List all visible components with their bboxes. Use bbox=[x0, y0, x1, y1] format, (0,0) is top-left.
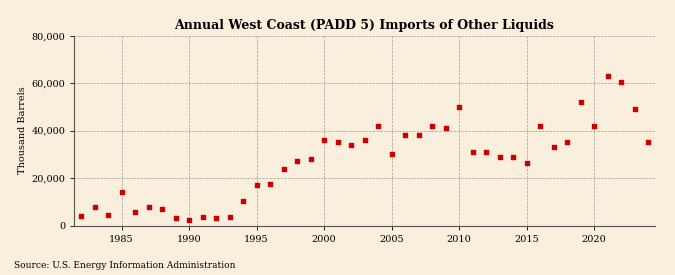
Point bbox=[292, 159, 302, 164]
Point bbox=[548, 145, 559, 149]
Point bbox=[62, 215, 73, 219]
Point bbox=[359, 138, 370, 142]
Point bbox=[157, 207, 167, 211]
Point bbox=[319, 138, 329, 142]
Point bbox=[629, 107, 640, 111]
Point bbox=[562, 140, 572, 145]
Point bbox=[103, 213, 113, 217]
Point bbox=[184, 217, 194, 222]
Point bbox=[305, 157, 316, 161]
Title: Annual West Coast (PADD 5) Imports of Other Liquids: Annual West Coast (PADD 5) Imports of Ot… bbox=[175, 19, 554, 32]
Point bbox=[481, 150, 491, 154]
Point bbox=[265, 182, 275, 186]
Point bbox=[143, 204, 154, 209]
Point bbox=[116, 190, 127, 194]
Text: Source: U.S. Energy Information Administration: Source: U.S. Energy Information Administ… bbox=[14, 260, 235, 270]
Point bbox=[332, 140, 343, 145]
Point bbox=[211, 216, 221, 221]
Point bbox=[643, 140, 653, 145]
Point bbox=[508, 155, 518, 159]
Point bbox=[76, 214, 86, 218]
Point bbox=[494, 155, 505, 159]
Point bbox=[400, 133, 410, 138]
Point bbox=[346, 143, 356, 147]
Point bbox=[251, 183, 262, 187]
Point bbox=[521, 160, 532, 165]
Point bbox=[413, 133, 424, 138]
Point bbox=[602, 74, 613, 78]
Point bbox=[238, 198, 248, 203]
Point bbox=[89, 204, 100, 209]
Point bbox=[467, 150, 478, 154]
Point bbox=[224, 215, 235, 219]
Y-axis label: Thousand Barrels: Thousand Barrels bbox=[18, 87, 27, 175]
Point bbox=[427, 124, 437, 128]
Point bbox=[440, 126, 451, 130]
Point bbox=[130, 210, 140, 215]
Point bbox=[575, 100, 586, 104]
Point bbox=[589, 124, 599, 128]
Point bbox=[170, 216, 181, 221]
Point bbox=[535, 124, 545, 128]
Point bbox=[386, 152, 397, 156]
Point bbox=[454, 105, 464, 109]
Point bbox=[373, 124, 383, 128]
Point bbox=[616, 80, 626, 84]
Point bbox=[278, 166, 289, 171]
Point bbox=[197, 215, 208, 219]
